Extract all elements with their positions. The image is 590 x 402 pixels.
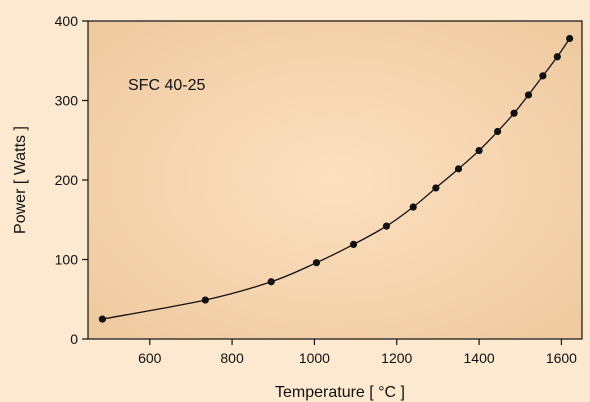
data-point (312, 259, 321, 267)
data-point (98, 315, 107, 323)
y-tick-label: 400 (55, 13, 79, 29)
data-point (454, 165, 463, 173)
y-axis: 0 100 200 300 400 (55, 13, 88, 347)
plot-area (88, 21, 582, 339)
x-tick-label: 1000 (299, 350, 330, 366)
data-point (475, 146, 483, 155)
x-tick-label: 1200 (381, 350, 412, 366)
data-point (267, 278, 275, 286)
y-tick-label: 200 (55, 172, 79, 188)
data-point (382, 222, 391, 230)
data-point (201, 296, 209, 304)
x-tick-label: 600 (138, 350, 162, 366)
data-point (409, 203, 417, 211)
data-point (553, 53, 561, 61)
data-point (432, 184, 440, 192)
y-tick-label: 300 (55, 93, 79, 109)
y-axis-label: Power [ Watts ] (12, 126, 29, 234)
data-points (98, 34, 574, 323)
x-axis: 600 800 1000 1200 1400 1600 (138, 339, 577, 366)
x-tick-label: 1400 (464, 350, 495, 366)
x-axis-label: Temperature [ °C ] (275, 384, 405, 401)
data-point (524, 91, 533, 99)
data-point (566, 34, 574, 43)
data-point (349, 240, 358, 248)
chart-annotation: SFC 40-25 (128, 77, 205, 94)
data-point (494, 127, 502, 136)
data-point (539, 72, 547, 80)
y-tick-label: 100 (55, 252, 79, 268)
series-line (102, 38, 571, 320)
x-tick-label: 1600 (546, 350, 577, 366)
data-point (510, 109, 518, 117)
y-tick-label: 0 (70, 331, 78, 347)
x-tick-label: 800 (220, 350, 244, 366)
